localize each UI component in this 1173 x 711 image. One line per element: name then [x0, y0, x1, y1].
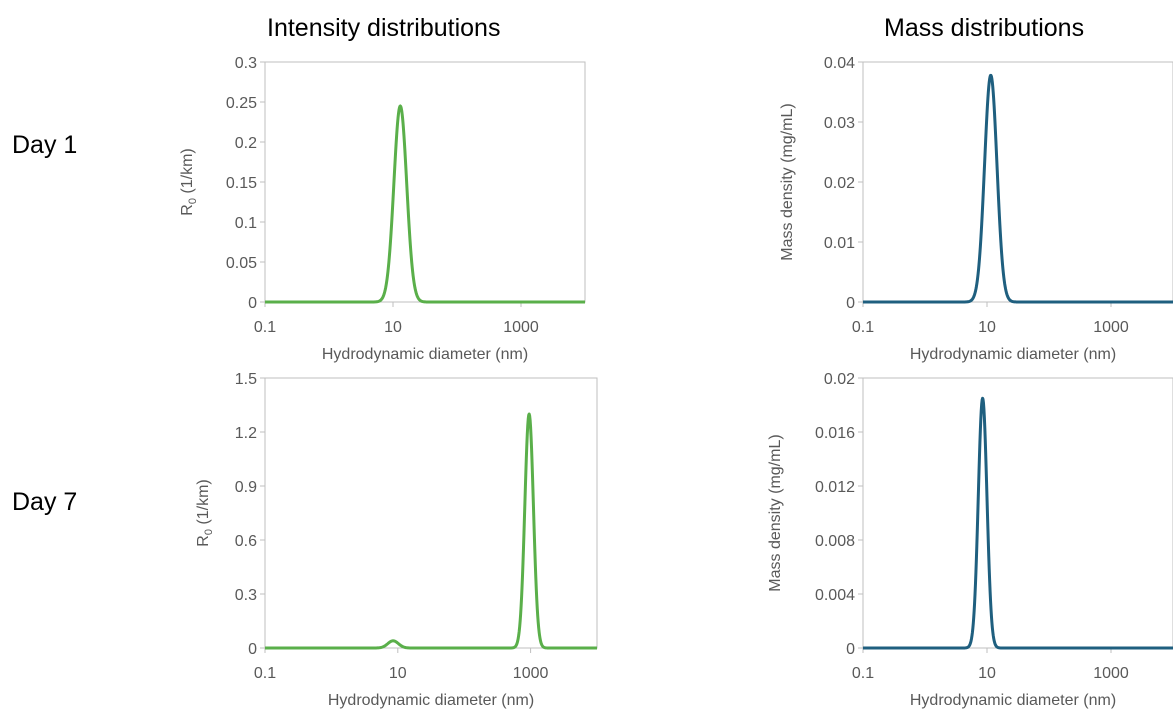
- day1-label: Day 1: [12, 131, 78, 159]
- day1-intensity-y-axis-label: R0 (1/km): [179, 148, 199, 215]
- day1-intensity-series-line: [263, 104, 587, 304]
- day1-intensity-y-tick-label: 0: [248, 295, 257, 312]
- day7-intensity-y-tick-label: 1.2: [235, 425, 257, 442]
- day1-intensity-y-tick-label: 0.25: [226, 95, 257, 112]
- day1-mass-x-tick-label: 1000: [1093, 319, 1129, 336]
- day1-intensity-y-tick-label: 0.15: [226, 175, 257, 192]
- day1-mass-y-tick-label: 0.02: [824, 175, 855, 192]
- day7-intensity-x-axis-label: Hydrodynamic diameter (nm): [328, 692, 534, 709]
- day1-mass-x-tick-label: 10: [978, 319, 996, 336]
- day7-intensity-y-tick-label: 0.9: [235, 479, 257, 496]
- day7-mass-x-tick-label: 0.1: [852, 665, 874, 682]
- day7-intensity-x-tick-label: 0.1: [254, 665, 276, 682]
- mass-heading: Mass distributions: [884, 14, 1085, 42]
- day7-intensity-plot-frame: [264, 377, 598, 649]
- day7-label: Day 7: [12, 488, 78, 516]
- day7-mass-plot-frame: [862, 377, 1173, 649]
- day1-intensity-y-tick-label: 0.1: [235, 215, 257, 232]
- intensity-heading: Intensity distributions: [267, 14, 501, 42]
- day7-mass-x-tick-label: 1000: [1093, 665, 1129, 682]
- day7-intensity-x-tick-label: 1000: [513, 665, 549, 682]
- day1-intensity-x-axis-label: Hydrodynamic diameter (nm): [322, 346, 528, 363]
- day7-intensity-y-tick-label: 0: [248, 641, 257, 658]
- day1-intensity-x-tick-label: 0.1: [254, 319, 276, 336]
- day1-mass-y-tick-label: 0.01: [824, 235, 855, 252]
- day1-mass-y-tick-label: 0: [846, 295, 855, 312]
- day1-mass-series-line: [861, 73, 1173, 304]
- day7-intensity-y-tick-label: 1.5: [235, 371, 257, 388]
- day7-mass-x-tick-label: 10: [978, 665, 996, 682]
- day1-intensity-y-tick-label: 0.3: [235, 55, 257, 72]
- day7-mass-y-tick-label: 0.012: [815, 479, 855, 496]
- day7-intensity-y-axis-label: R0 (1/km): [195, 479, 215, 546]
- day7-mass-y-tick-label: 0.004: [815, 587, 855, 604]
- day7-mass-x-axis-label: Hydrodynamic diameter (nm): [910, 692, 1116, 709]
- day7-intensity-series-line: [263, 412, 599, 650]
- day7-mass-y-tick-label: 0.016: [815, 425, 855, 442]
- day1-intensity-y-tick-label: 0.2: [235, 135, 257, 152]
- day1-intensity-x-tick-label: 10: [384, 319, 402, 336]
- day7-intensity-x-tick-label: 10: [389, 665, 407, 682]
- day1-mass-y-tick-label: 0.03: [824, 115, 855, 132]
- day1-mass-y-tick-label: 0.04: [824, 55, 855, 72]
- day1-intensity-y-tick-label: 0.05: [226, 255, 257, 272]
- day1-mass-plot-frame: [862, 61, 1173, 303]
- day1-mass-x-tick-label: 0.1: [852, 319, 874, 336]
- day7-intensity-y-tick-label: 0.3: [235, 587, 257, 604]
- day1-mass-x-axis-label: Hydrodynamic diameter (nm): [910, 346, 1116, 363]
- day1-mass-y-axis-label: Mass density (mg/mL): [779, 103, 796, 260]
- day7-mass-y-tick-label: 0.02: [824, 371, 855, 388]
- day7-intensity-y-tick-label: 0.6: [235, 533, 257, 550]
- day1-intensity-x-tick-label: 1000: [503, 319, 539, 336]
- day7-mass-series-line: [861, 396, 1173, 650]
- day7-mass-y-tick-label: 0: [846, 641, 855, 658]
- day7-mass-y-axis-label: Mass density (mg/mL): [767, 434, 784, 591]
- day7-mass-y-tick-label: 0.008: [815, 533, 855, 550]
- day1-intensity-plot-frame: [264, 61, 586, 303]
